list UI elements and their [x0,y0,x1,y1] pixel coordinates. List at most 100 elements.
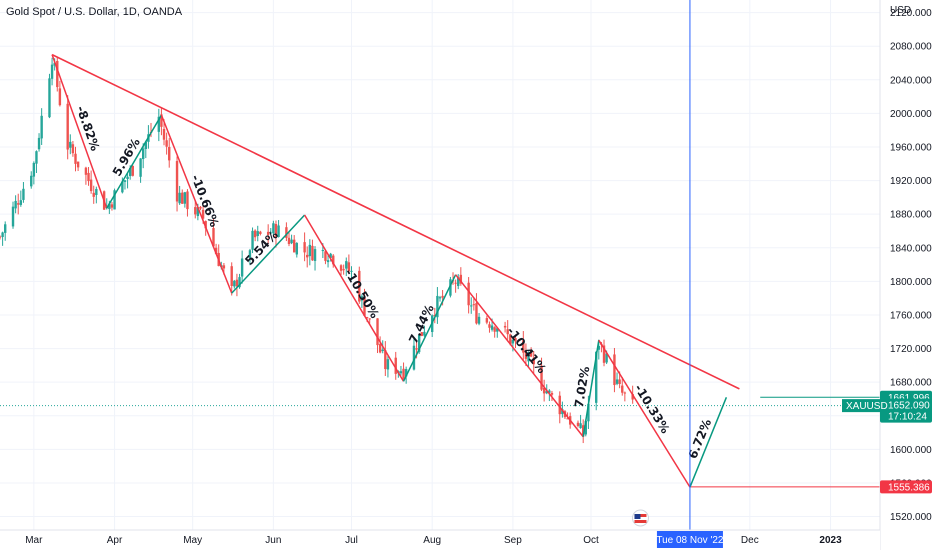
candle-down[interactable] [74,153,77,164]
candle-down[interactable] [454,282,457,284]
candle-down[interactable] [160,114,163,127]
swing-lines[interactable] [51,54,728,488]
candle-down[interactable] [420,332,423,336]
candle-down[interactable] [186,191,189,210]
price-axis[interactable] [880,0,932,550]
candle-down[interactable] [17,203,20,205]
candle-up[interactable] [141,148,145,160]
candle-up[interactable] [360,296,364,301]
candle-down[interactable] [168,146,171,161]
candle-down[interactable] [576,422,580,426]
candle-down[interactable] [384,350,387,370]
candle-down[interactable] [194,207,197,215]
candle-up[interactable] [248,250,252,259]
candle-up[interactable] [113,190,116,210]
candle-down[interactable] [66,103,69,150]
candle-down[interactable] [602,345,606,363]
swing-line[interactable] [598,339,691,488]
candle-down[interactable] [368,318,371,320]
candle-up[interactable] [595,351,598,403]
candle-down[interactable] [266,231,270,235]
candle-up[interactable] [295,242,299,255]
candle-down[interactable] [285,227,288,238]
candle-down[interactable] [522,340,525,353]
candle-up[interactable] [350,270,353,272]
candle-up[interactable] [545,391,548,394]
candle-up[interactable] [32,162,36,177]
candle-up[interactable] [272,223,275,234]
candle-up[interactable] [69,141,72,148]
candle-up[interactable] [404,369,408,377]
candle-up[interactable] [436,295,439,318]
candle-up[interactable] [123,180,127,182]
candle-up[interactable] [313,249,317,261]
candle-down[interactable] [293,239,296,253]
candle-down[interactable] [201,209,205,219]
candle-down[interactable] [58,88,62,106]
candle-up[interactable] [178,192,181,204]
candle-down[interactable] [162,128,166,140]
candle-up[interactable] [584,420,587,435]
candle-down[interactable] [485,318,489,323]
candle-up[interactable] [321,250,325,252]
candle-up[interactable] [121,181,124,193]
candle-up[interactable] [30,175,33,187]
candle-down[interactable] [621,385,624,393]
resistance-trendline[interactable] [51,53,740,390]
candle-up[interactable] [14,200,17,209]
swing-line[interactable] [303,214,405,382]
candle-up[interactable] [470,305,473,307]
swing-line[interactable] [51,54,108,209]
candle-down[interactable] [475,303,478,324]
swing-line[interactable] [160,114,233,294]
candle-up[interactable] [438,297,442,299]
candle-up[interactable] [496,328,499,332]
candle-up[interactable] [326,260,330,263]
candle-down[interactable] [259,231,262,234]
candle-down[interactable] [415,348,418,350]
candle-down[interactable] [394,357,397,374]
candle-up[interactable] [399,371,403,374]
candle-down[interactable] [89,179,93,192]
candle-up[interactable] [381,349,384,351]
candle-up[interactable] [50,64,54,79]
candle-up[interactable] [11,206,15,227]
candle-down[interactable] [550,392,554,395]
candle-up[interactable] [196,207,200,217]
candle-down[interactable] [339,265,343,271]
candle-down[interactable] [613,354,616,386]
candle-down[interactable] [306,254,309,258]
candle-up[interactable] [329,253,332,258]
candle-down[interactable] [311,245,314,261]
candle-up[interactable] [1,232,4,238]
candle-up[interactable] [183,192,187,204]
candle-up[interactable] [40,115,43,139]
candle-down[interactable] [347,262,351,272]
candle-down[interactable] [84,167,88,175]
candle-down[interactable] [509,334,512,345]
candle-down[interactable] [488,324,491,328]
candle-down[interactable] [623,392,627,394]
candle-down[interactable] [542,387,546,394]
swing-line[interactable] [455,274,584,438]
candle-down[interactable] [204,221,207,229]
candle-up[interactable] [290,239,293,244]
candle-up[interactable] [139,158,142,177]
candle-up[interactable] [157,116,161,132]
candle-down[interactable] [467,282,470,306]
candlesticks[interactable] [0,56,634,444]
candle-down[interactable] [363,296,366,316]
candle-up[interactable] [412,345,416,370]
candle-down[interactable] [402,368,405,379]
candle-up[interactable] [238,277,241,288]
candle-up[interactable] [605,353,608,363]
candle-up[interactable] [126,176,129,180]
candle-down[interactable] [332,255,335,265]
candle-up[interactable] [277,225,280,238]
candle-down[interactable] [514,338,517,342]
swing-line[interactable] [106,114,163,209]
swing-line[interactable] [689,397,728,488]
candle-up[interactable] [490,325,494,330]
candle-up[interactable] [37,137,41,150]
